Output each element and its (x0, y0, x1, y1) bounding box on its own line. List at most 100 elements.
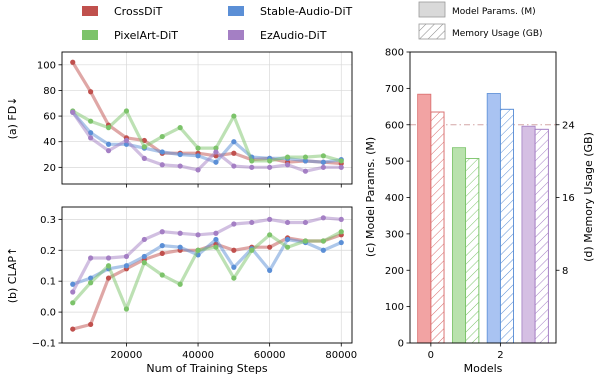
a-ytick-label: 100 (37, 60, 56, 71)
params-axis-label: (c) Model Params. (M) (364, 137, 377, 257)
b-point-pixelart-dit (70, 300, 76, 306)
models-xtick-label: 2 (497, 350, 503, 361)
a-ytick-label: 60 (43, 112, 56, 123)
a-point-stable-audio-dit (320, 159, 326, 165)
clap-line-chart: 20000 40000 60000 80000 −0.1 0.0 0.1 0.2 0.3 (b)… (6, 206, 357, 375)
a-point-crossdit (70, 59, 76, 65)
a-point-pixelart-dit (213, 145, 219, 151)
clap-chart-ticks: 20000 40000 60000 80000 −0.1 0.0 0.1 0.2 0.3 (32, 215, 357, 361)
a-point-stable-audio-dit (213, 159, 219, 165)
a-point-stable-audio-dit (302, 158, 309, 164)
b-xtick-label: 20000 (111, 350, 143, 361)
b-point-pixelart-dit (141, 260, 147, 266)
a-point-ezaudio-dit (105, 148, 112, 154)
clap-chart-frame (61, 206, 353, 344)
fd-chart-grid (62, 52, 352, 184)
b-line-pixelart-dit (71, 230, 343, 311)
b-point-ezaudio-dit (159, 229, 165, 235)
b-point-stable-audio-dit (267, 267, 273, 273)
b-point-ezaudio-dit (141, 236, 147, 243)
b-point-pixelart-dit (213, 244, 219, 250)
b-point-ezaudio-dit (338, 216, 344, 222)
fd-chart-frame (61, 51, 353, 185)
a-point-pixelart-dit (231, 113, 237, 119)
a-point-pixelart-dit (284, 154, 291, 160)
params-bar-crossdit (417, 93, 432, 344)
a-point-stable-audio-dit (231, 139, 237, 145)
memory-bar-pixelart-dit (465, 157, 480, 344)
params-ytick-label: 200 (385, 266, 404, 277)
params-ytick-label: 0 (398, 339, 404, 350)
memory-bar-ezaudio-dit (534, 128, 549, 344)
a-point-stable-audio-dit (159, 149, 165, 155)
b-point-stable-audio-dit (70, 281, 76, 287)
clap-chart-grid (62, 207, 352, 344)
params-ytick-label: 800 (385, 48, 404, 59)
a-ytick-label: 80 (43, 86, 56, 97)
a-point-ezaudio-dit (320, 164, 326, 170)
legend-swatch-crossdit (82, 6, 98, 16)
memory-ytick-label: 8 (562, 266, 568, 277)
bar-chart-bars (417, 93, 549, 344)
b-series-ezaudio-dit (70, 215, 344, 295)
b-point-ezaudio-dit (302, 219, 309, 226)
fd-line-chart: 20 40 60 80 100 (a) FD↓ (6, 51, 353, 188)
model-bar-chart: 0 100 200 300 400 500 600 700 800 8 16 24 0 2 (c) Mod… (364, 48, 595, 376)
b-point-stable-audio-dit (141, 253, 147, 260)
b-point-ezaudio-dit (70, 289, 76, 295)
models-xtick-label: 0 (428, 350, 434, 361)
params-bar-stable-audio-dit (486, 93, 501, 344)
b-point-crossdit (70, 326, 76, 332)
legend-swatch-stable-audio-dit (228, 6, 244, 16)
legend-swatch-params (418, 1, 446, 18)
models-axis-label: Models (464, 362, 503, 375)
bar-chart-ticks: 0 100 200 300 400 500 600 700 800 8 16 24 0 2 (385, 48, 575, 362)
b-ytick-label: 0.3 (40, 215, 56, 226)
b-point-pixelart-dit (249, 247, 255, 253)
legend-item-stable-audio-dit: Stable-Audio-DiT (228, 5, 353, 18)
a-point-ezaudio-dit (88, 135, 94, 141)
a-point-ezaudio-dit (123, 137, 130, 144)
a-point-ezaudio-dit (338, 164, 344, 170)
b-point-crossdit (105, 275, 112, 281)
a-point-ezaudio-dit (213, 149, 219, 155)
b-point-pixelart-dit (177, 281, 183, 287)
b-point-ezaudio-dit (231, 221, 237, 227)
params-ytick-label: 400 (385, 193, 404, 204)
a-point-ezaudio-dit (231, 163, 237, 169)
memory-ytick-label: 24 (562, 120, 575, 131)
b-point-stable-audio-dit (231, 264, 237, 270)
b-point-pixelart-dit (267, 232, 273, 238)
b-point-pixelart-dit (105, 263, 112, 269)
legend-item-ezaudio-dit: EzAudio-DiT (228, 29, 327, 42)
a-point-pixelart-dit (88, 118, 94, 124)
b-point-ezaudio-dit (177, 230, 183, 236)
clap-axis-label: (b) CLAP↑ (6, 247, 19, 304)
b-series-pixelart-dit (70, 229, 344, 312)
b-point-pixelart-dit (302, 238, 309, 244)
legend-label-crossdit: CrossDiT (114, 5, 163, 18)
memory-bar-crossdit (430, 111, 445, 344)
a-point-pixelart-dit (105, 125, 112, 131)
b-point-crossdit (267, 244, 273, 250)
fd-axis-label: (a) FD↓ (6, 97, 19, 140)
a-point-pixelart-dit (267, 158, 273, 164)
a-point-stable-audio-dit (195, 153, 201, 159)
a-point-pixelart-dit (195, 145, 201, 151)
b-point-crossdit (231, 247, 237, 253)
b-point-pixelart-dit (231, 275, 237, 281)
legend-item-pixelart-dit: PixelArt-DiT (82, 29, 178, 42)
memory-ytick-label: 16 (562, 193, 575, 204)
b-ytick-label: 0.0 (40, 308, 56, 319)
a-point-pixelart-dit (123, 108, 130, 114)
a-point-pixelart-dit (159, 133, 165, 140)
b-point-pixelart-dit (320, 238, 326, 244)
clap-series-lines (70, 215, 344, 332)
b-xtick-label: 60000 (254, 350, 286, 361)
a-point-ezaudio-dit (267, 164, 273, 170)
b-point-stable-audio-dit (284, 236, 291, 243)
a-point-pixelart-dit (320, 153, 326, 159)
b-xtick-label: 40000 (182, 350, 214, 361)
params-ytick-label: 300 (385, 229, 404, 240)
